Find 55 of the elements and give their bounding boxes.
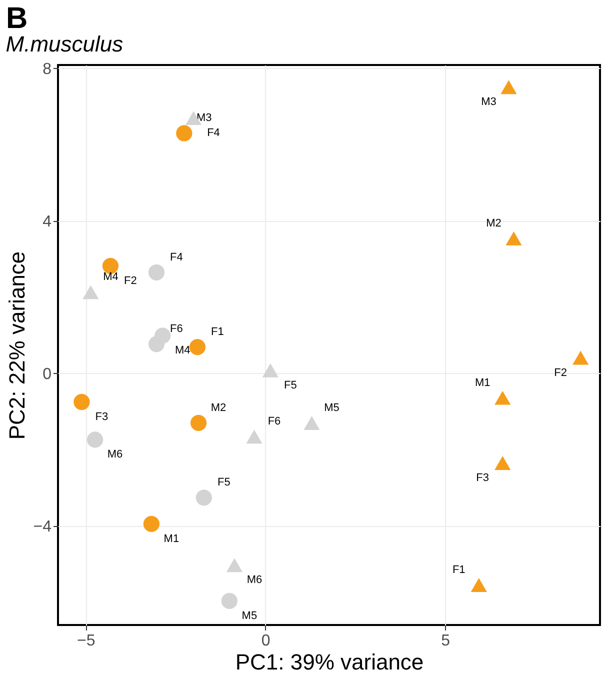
data-label: F2: [554, 366, 568, 379]
data-label: F1: [452, 564, 466, 576]
point: [176, 125, 192, 142]
point: [572, 350, 589, 365]
y-axis-title: PC2: 22% variance: [4, 251, 30, 440]
point: [82, 285, 99, 300]
data-label: M2: [486, 217, 502, 230]
x-tick-label: 5: [441, 632, 450, 650]
point: [148, 336, 165, 352]
data-label: M6: [246, 574, 262, 586]
point: [86, 432, 104, 448]
point: [102, 258, 119, 274]
data-label: F4: [207, 126, 220, 139]
data-label: F5: [218, 476, 230, 489]
y-tick-label: 8: [42, 60, 52, 78]
point: [304, 416, 320, 430]
data-label: F6: [170, 323, 183, 336]
point: [500, 80, 517, 94]
x-tick-label: 0: [261, 632, 270, 650]
point: [148, 264, 165, 280]
y-tick-label: 4: [42, 213, 52, 230]
point: [506, 231, 522, 246]
point: [494, 390, 511, 405]
data-label: F2: [124, 274, 137, 287]
point: [221, 592, 238, 610]
data-label: M2: [210, 402, 226, 414]
data-label: M1: [474, 376, 490, 389]
data-label: F3: [95, 410, 108, 423]
point: [143, 516, 160, 532]
data-label: M6: [107, 448, 123, 461]
data-label: M1: [164, 532, 180, 545]
point: [246, 430, 262, 444]
y-tick-label: −4: [33, 518, 52, 536]
data-label: M5: [242, 610, 258, 622]
data-label: M3: [481, 96, 496, 108]
x-axis-title: PC1: 39% variance: [235, 650, 424, 674]
x-tick-label: −5: [77, 632, 96, 650]
point: [470, 578, 487, 592]
data-label: F5: [284, 379, 297, 392]
data-label: M4: [174, 344, 190, 357]
data-label: F3: [476, 472, 490, 484]
data-label: M5: [324, 402, 340, 414]
y-tick-label: 0: [42, 366, 52, 383]
data-label: M4: [103, 271, 118, 284]
point: [190, 414, 207, 432]
point: [226, 558, 243, 572]
point: [262, 363, 278, 378]
data-label: F4: [170, 251, 183, 264]
data-label: M3: [196, 112, 212, 124]
point: [189, 339, 206, 356]
point: [494, 456, 511, 470]
data-label: F6: [268, 416, 281, 428]
point: [196, 490, 212, 506]
data-label: F1: [211, 326, 224, 338]
point: [74, 394, 90, 410]
